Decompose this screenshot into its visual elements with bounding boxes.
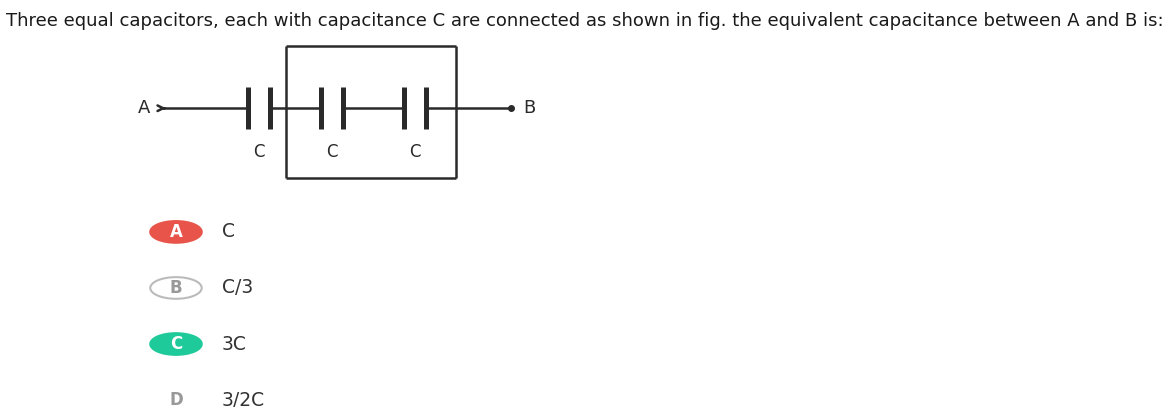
Circle shape xyxy=(150,221,201,243)
Text: Three equal capacitors, each with capacitance C are connected as shown in fig. t: Three equal capacitors, each with capaci… xyxy=(6,11,1164,30)
Text: C: C xyxy=(326,143,338,161)
Text: C: C xyxy=(253,143,264,161)
Text: 3/2C: 3/2C xyxy=(222,391,266,407)
Circle shape xyxy=(150,277,201,299)
Text: C: C xyxy=(170,335,183,353)
Text: A: A xyxy=(170,223,183,241)
Text: D: D xyxy=(170,391,183,407)
Text: C/3: C/3 xyxy=(222,278,253,298)
Text: C: C xyxy=(222,222,235,241)
Circle shape xyxy=(150,333,201,355)
Circle shape xyxy=(150,389,201,407)
Text: B: B xyxy=(170,279,183,297)
Text: 3C: 3C xyxy=(222,335,247,354)
Text: C: C xyxy=(410,143,421,161)
Text: A: A xyxy=(138,99,150,117)
Text: B: B xyxy=(523,99,536,117)
